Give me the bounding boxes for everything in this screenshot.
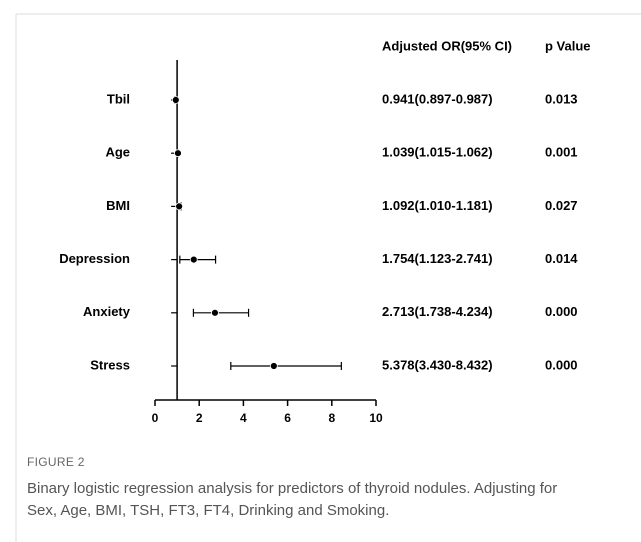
point — [211, 308, 219, 317]
caption: Binary logistic regression analysis for … — [27, 480, 558, 519]
point — [175, 202, 184, 211]
p-value: 0.014 — [545, 251, 578, 266]
category-label: Age — [105, 145, 130, 160]
point — [269, 362, 278, 370]
or-label: 1.754(1.123-2.741) — [382, 251, 493, 266]
category-label: Depression — [59, 251, 130, 266]
p-header: p Value — [545, 38, 591, 53]
category-label: Anxiety — [83, 304, 131, 319]
x-tick-label: 8 — [328, 411, 335, 425]
p-value: 0.001 — [545, 145, 578, 160]
point — [189, 255, 198, 264]
or-label: 5.378(3.430-8.432) — [382, 357, 493, 372]
x-tick-label: 10 — [369, 411, 383, 425]
or-header: Adjusted OR(95% CI) — [382, 38, 512, 53]
or-label: 1.092(1.010-1.181) — [382, 198, 493, 213]
category-label: BMI — [106, 198, 130, 213]
p-value: 0.000 — [545, 304, 578, 319]
point — [174, 149, 182, 158]
or-label: 2.713(1.738-4.234) — [382, 304, 493, 319]
x-tick-label: 6 — [284, 411, 291, 425]
x-tick-label: 4 — [240, 411, 247, 425]
category-label: Tbil — [107, 91, 130, 106]
p-value: 0.027 — [545, 198, 578, 213]
p-value: 0.013 — [545, 91, 578, 106]
point — [171, 96, 180, 104]
p-value: 0.000 — [545, 357, 578, 372]
x-tick-label: 0 — [152, 411, 159, 425]
figure-label: FIGURE 2 — [27, 455, 85, 469]
or-label: 0.941(0.897-0.987) — [382, 91, 493, 106]
x-tick-label: 2 — [196, 411, 203, 425]
category-label: Stress — [90, 357, 130, 372]
or-label: 1.039(1.015-1.062) — [382, 145, 493, 160]
